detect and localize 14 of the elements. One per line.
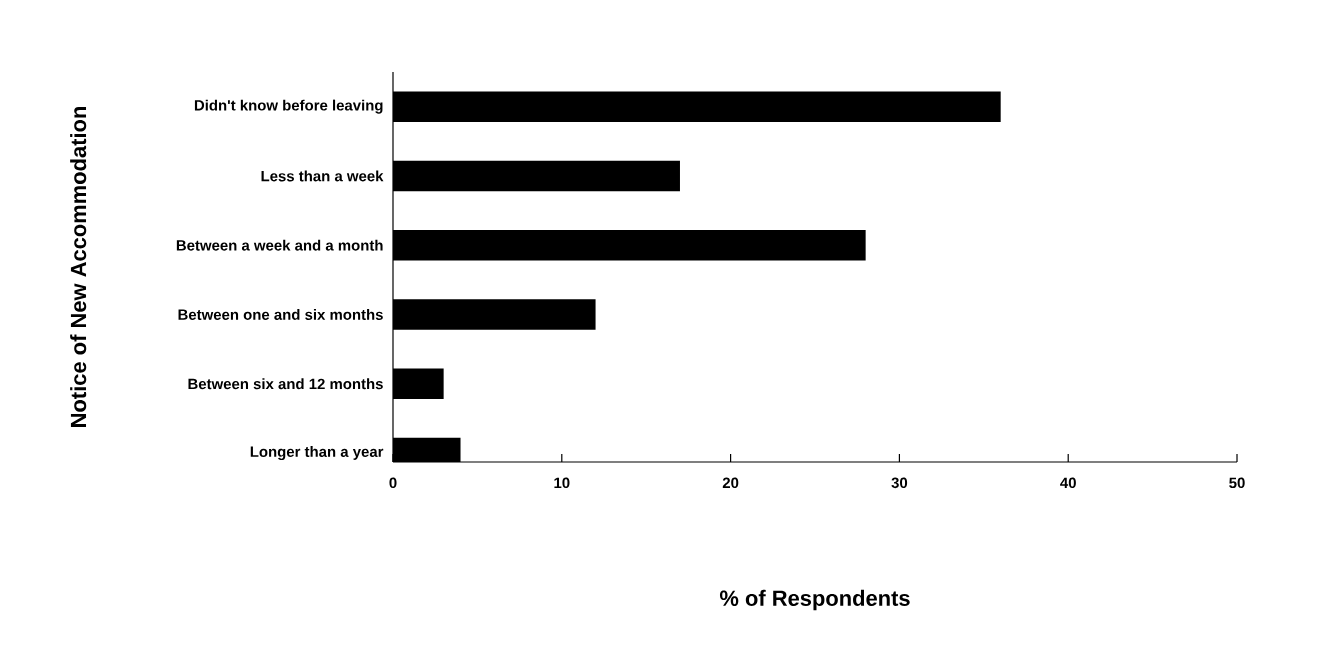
x-tick-label: 20	[722, 477, 739, 489]
x-tick-label: 40	[1060, 477, 1076, 489]
y-tick-label: Between a week and a month	[176, 239, 383, 251]
x-axis-title: % of Respondents	[719, 589, 910, 611]
x-tick-label: 30	[891, 477, 908, 489]
y-tick-label: Less than a week	[261, 170, 384, 182]
x-tick-label: 0	[389, 477, 397, 489]
y-tick-label: Longer than a year	[250, 446, 384, 460]
x-tick-label: 10	[554, 477, 570, 489]
y-tick-label: Between one and six months	[178, 308, 383, 320]
x-tick-label: 50	[1229, 477, 1245, 489]
y-tick-label: Between six and 12 months	[188, 378, 383, 390]
y-tick-label: Didn't know before leaving	[194, 99, 383, 114]
y-axis-title: Notice of New Accommodation	[70, 107, 87, 427]
